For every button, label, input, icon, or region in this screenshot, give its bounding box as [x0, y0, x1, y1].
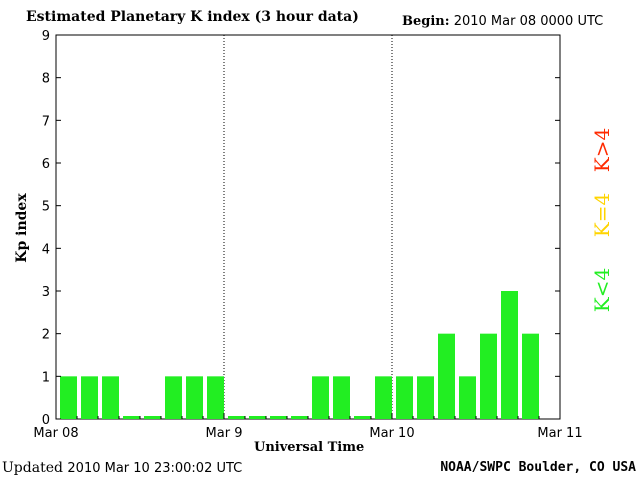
x-axis-label: Universal Time [254, 440, 365, 455]
y-tick-label: 0 [42, 413, 50, 428]
updated-info: Updated 2010 Mar 10 23:00:02 UTC [2, 460, 242, 476]
kp-bar [522, 333, 539, 419]
kp-bar [186, 376, 203, 419]
y-tick-label: 6 [42, 157, 50, 172]
kp-bar [417, 376, 434, 419]
kp-bar [480, 333, 497, 419]
legend-low: K<4 [590, 267, 614, 313]
legend-equal: K=4 [590, 192, 614, 238]
y-axis-label: Kp index [14, 193, 30, 263]
x-tick-label: Mar 08 [33, 426, 78, 441]
y-tick-label: 5 [42, 200, 50, 215]
kp-bar [249, 416, 266, 419]
credit-text: NOAA/SWPC Boulder, CO USA [440, 460, 636, 475]
y-tick-label: 7 [42, 114, 50, 129]
legend-high: K>4 [590, 127, 614, 173]
x-tick-label: Mar 11 [537, 426, 582, 441]
kp-bar [228, 416, 245, 419]
updated-label: Updated [2, 460, 63, 476]
y-tick-label: 3 [42, 285, 50, 300]
kp-bar [270, 416, 287, 419]
kp-bar [123, 416, 140, 419]
begin-value: 2010 Mar 08 0000 UTC [453, 14, 604, 29]
kp-bar [312, 376, 329, 419]
y-tick-label: 9 [42, 29, 50, 44]
kp-bar [60, 376, 77, 419]
begin-label: Begin: [402, 14, 450, 29]
x-tick-label: Mar 9 [206, 426, 243, 441]
kp-bar [501, 291, 518, 419]
y-tick-label: 8 [42, 72, 50, 87]
updated-value: 2010 Mar 10 23:00:02 UTC [67, 461, 243, 476]
kp-bar [459, 376, 476, 419]
kp-bar [396, 376, 413, 419]
begin-info: Begin: 2010 Mar 08 0000 UTC [402, 14, 603, 29]
kp-bar [144, 416, 161, 419]
kp-bar [291, 416, 308, 419]
chart-title: Estimated Planetary K index (3 hour data… [26, 9, 359, 25]
kp-bar [207, 376, 224, 419]
kp-bar [81, 376, 98, 419]
y-tick-label: 2 [42, 328, 50, 343]
kp-bar [102, 376, 119, 419]
y-tick-label: 1 [42, 370, 50, 385]
kp-bar [165, 376, 182, 419]
kp-bar [438, 333, 455, 419]
x-tick-label: Mar 10 [369, 426, 414, 441]
kp-bar [333, 376, 350, 419]
kp-bar [375, 376, 392, 419]
kp-bar [354, 416, 371, 419]
y-tick-label: 4 [42, 242, 50, 257]
